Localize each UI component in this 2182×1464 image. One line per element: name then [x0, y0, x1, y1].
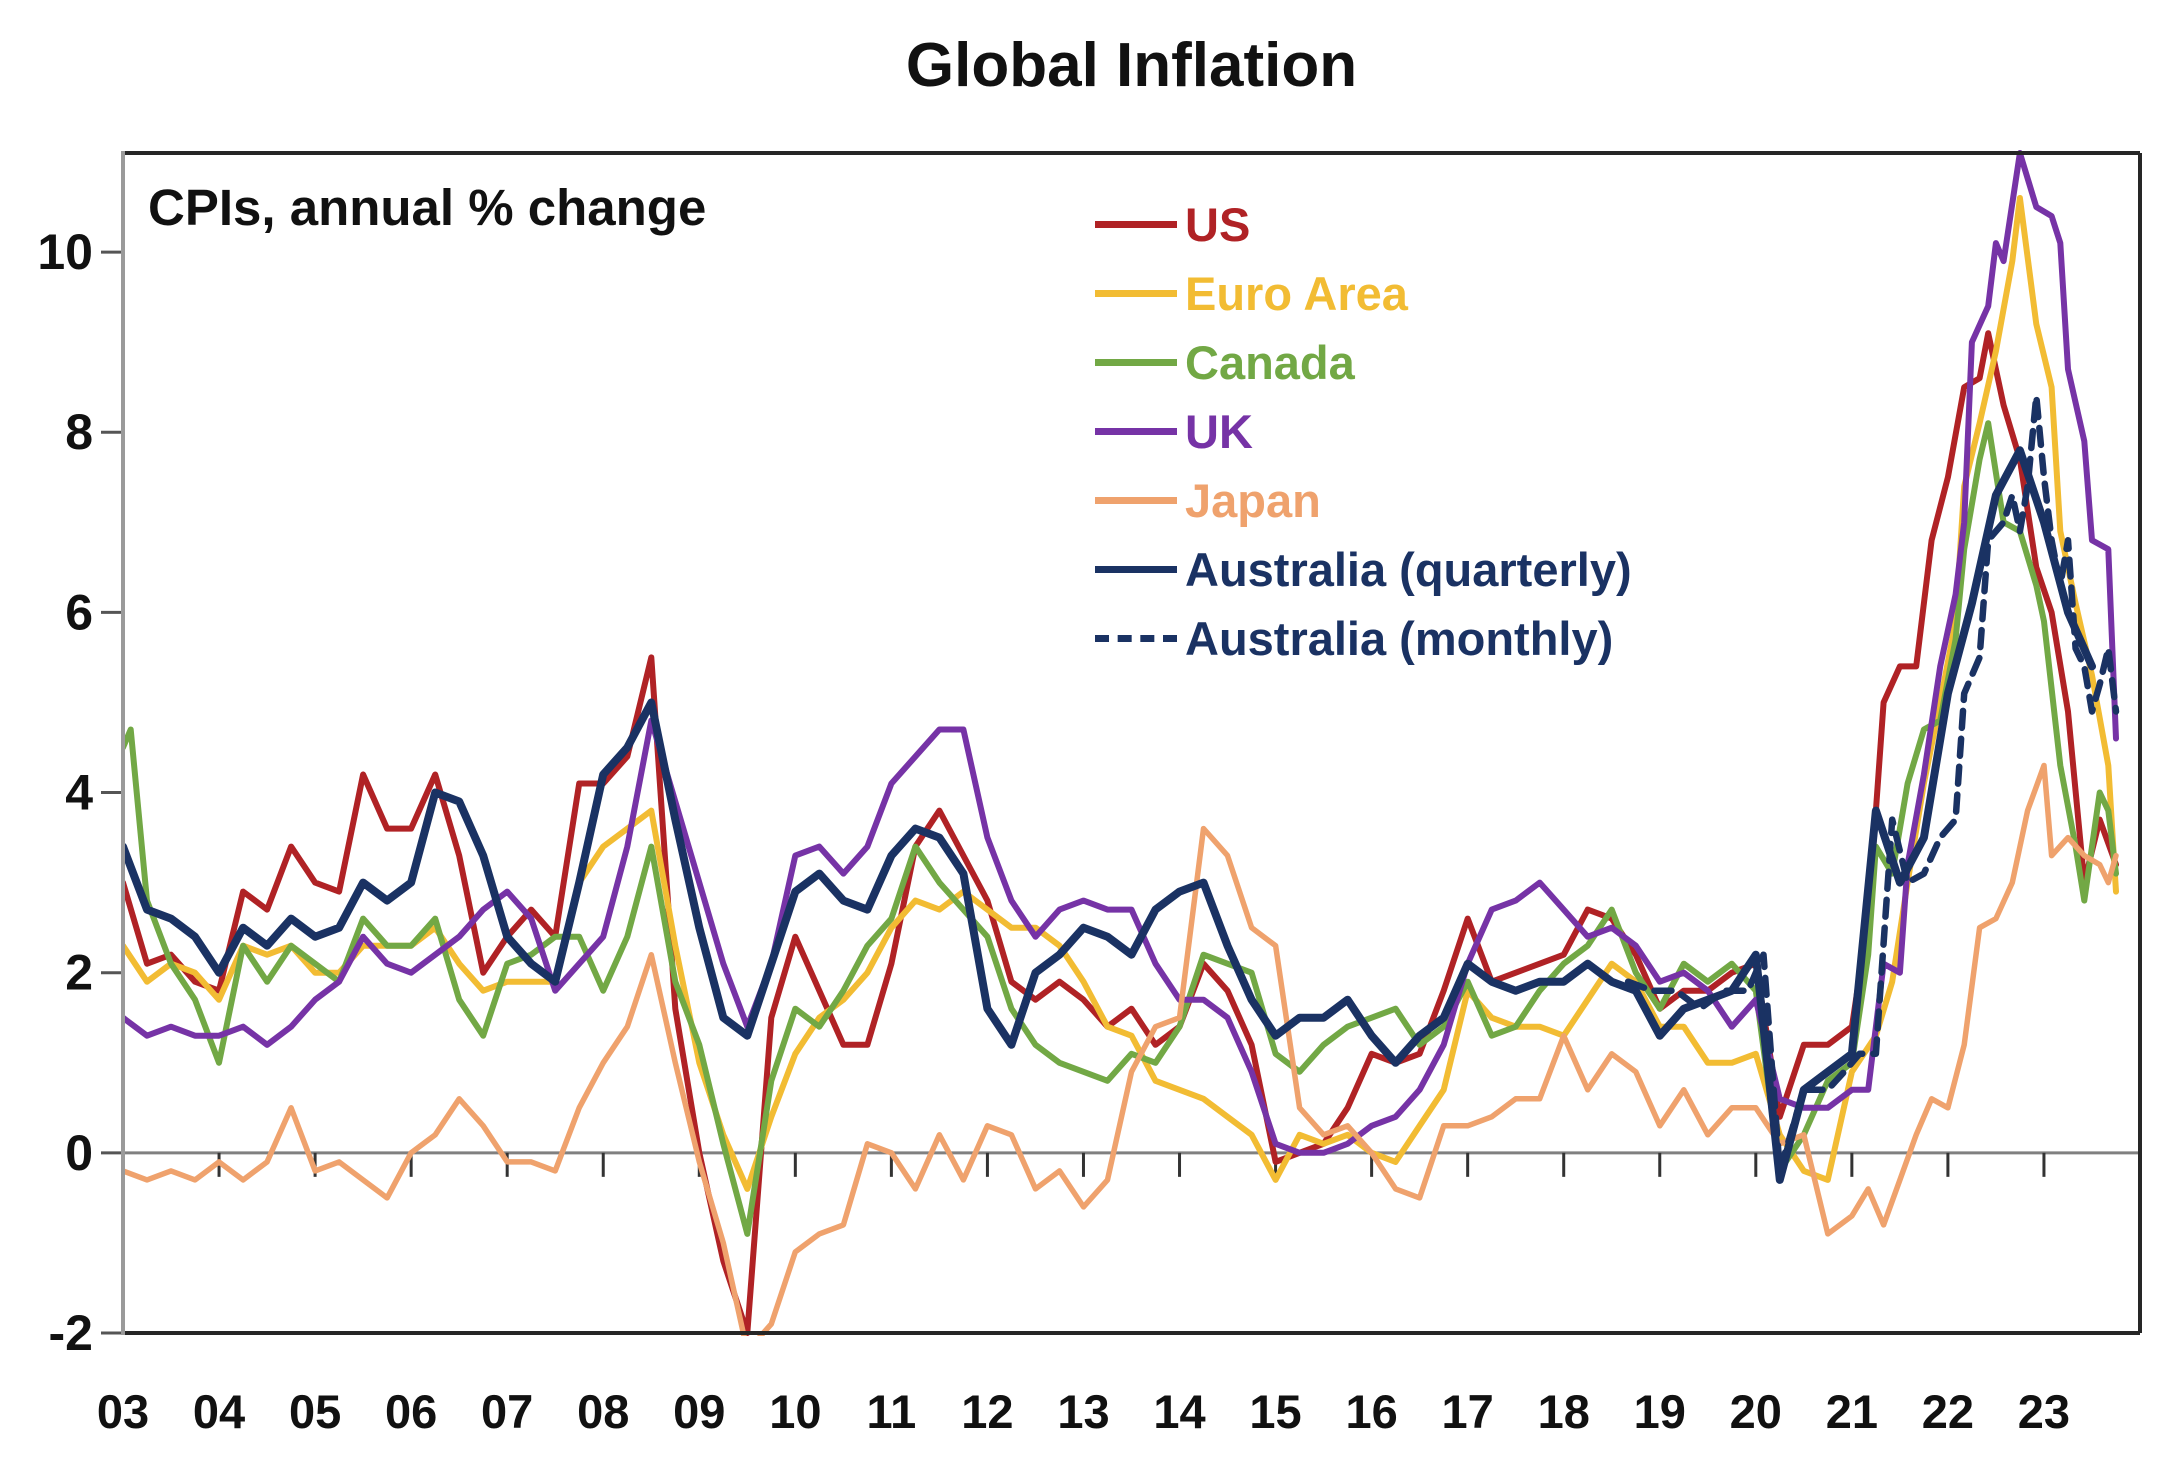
- x-axis-label: 10: [769, 1385, 821, 1438]
- y-axis-label: 4: [65, 765, 93, 821]
- x-axis-label: 21: [1826, 1385, 1878, 1438]
- legend-item-japan: Japan: [1095, 466, 1632, 535]
- y-axis-label: 2: [65, 945, 93, 1001]
- legend-label-japan: Japan: [1185, 474, 1321, 527]
- x-axis-label: 15: [1249, 1385, 1301, 1438]
- legend-item-australia-quarterly: Australia (quarterly): [1095, 535, 1632, 604]
- legend-item-us: US: [1095, 190, 1632, 259]
- series-line-australia-monthly: [1624, 392, 2120, 1175]
- x-axis-label: 19: [1634, 1385, 1686, 1438]
- chart-title: Global Inflation: [905, 31, 1358, 100]
- y-axis-label: -2: [49, 1305, 93, 1361]
- legend-swatch-australia-monthly: [1095, 635, 1177, 642]
- x-axis-label: 16: [1345, 1385, 1397, 1438]
- y-axis-label: 6: [65, 584, 93, 640]
- x-axis-label: 06: [385, 1385, 437, 1438]
- legend-swatch-japan: [1095, 497, 1177, 504]
- legend-item-canada: Canada: [1095, 328, 1632, 397]
- x-axis-label: 04: [193, 1385, 245, 1438]
- legend-label-canada: Canada: [1185, 336, 1355, 389]
- series-line-canada: [123, 420, 2119, 1237]
- x-axis-label: 14: [1153, 1385, 1205, 1438]
- x-axis-label: 08: [577, 1385, 629, 1438]
- legend-swatch-canada: [1095, 359, 1177, 366]
- legend-label-uk: UK: [1185, 405, 1253, 458]
- x-axis-label: 18: [1538, 1385, 1590, 1438]
- series-line-japan: [123, 762, 2119, 1336]
- series-line-australia-quarterly: [123, 446, 2096, 1184]
- y-axis-label: 8: [65, 404, 93, 460]
- x-axis-label: 12: [961, 1385, 1013, 1438]
- y-axis-label: 10: [37, 224, 93, 280]
- x-axis-label: 11: [867, 1385, 917, 1438]
- legend-swatch-euro-area: [1095, 290, 1177, 297]
- x-axis-label: 20: [1730, 1385, 1782, 1438]
- x-axis-label: 03: [97, 1385, 149, 1438]
- x-axis-label: 05: [289, 1385, 341, 1438]
- chart-subtitle: CPIs, annual % change: [148, 179, 707, 236]
- legend-item-euro-area: Euro Area: [1095, 259, 1632, 328]
- legend-swatch-us: [1095, 221, 1177, 228]
- legend-label-australia-monthly: Australia (monthly): [1185, 612, 1614, 665]
- x-axis-label: 13: [1057, 1385, 1109, 1438]
- legend-label-australia-quarterly: Australia (quarterly): [1185, 543, 1632, 596]
- x-axis-label: 17: [1442, 1385, 1494, 1438]
- legend-swatch-australia-quarterly: [1095, 566, 1177, 573]
- legend-item-australia-monthly: Australia (monthly): [1095, 604, 1632, 673]
- x-axis-label: 22: [1922, 1385, 1974, 1438]
- legend: US Euro Area Canada UK Japan Australia (quart…: [1095, 190, 1632, 673]
- legend-label-us: US: [1185, 198, 1251, 251]
- x-axis-label: 23: [2018, 1385, 2070, 1438]
- legend-swatch-uk: [1095, 428, 1177, 435]
- x-axis-label: 09: [673, 1385, 725, 1438]
- x-axis-label: 07: [481, 1385, 533, 1438]
- legend-item-uk: UK: [1095, 397, 1632, 466]
- y-axis-label: 0: [65, 1125, 93, 1181]
- legend-label-euro-area: Euro Area: [1185, 267, 1408, 320]
